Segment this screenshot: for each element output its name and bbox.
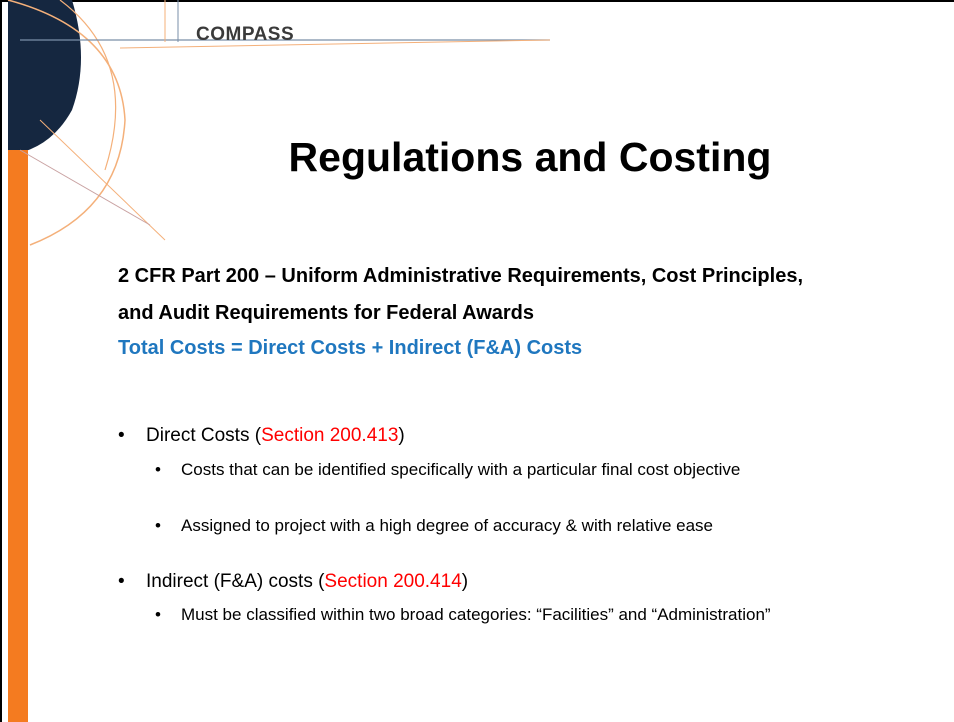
bullet-text: Direct Costs ( <box>146 425 262 446</box>
logo: COMPASS <box>196 24 295 45</box>
bullet-text: ) <box>461 571 469 592</box>
bullet: Direct Costs (Section 200.413) <box>118 425 918 447</box>
heading: 2 CFR Part 200 – Uniform Administrative … <box>118 265 803 324</box>
bullet: Indirect (F&A) costs (Section 200.414) <box>118 571 918 593</box>
bullet-text: ) <box>398 425 405 446</box>
sub-bullet: Assigned to project with a high degree o… <box>155 513 921 538</box>
formula: Total Costs = Direct Costs + Indirect (F… <box>118 337 583 359</box>
section-ref: Section 200.413 <box>261 425 399 446</box>
sub-bullet: Must be classified within two broad cate… <box>155 602 921 627</box>
bullet-text: Indirect (F&A) costs ( <box>146 571 325 592</box>
sub-bullet: Costs that can be identified specificall… <box>155 457 921 482</box>
slide-title: Regulations and Costing <box>288 134 772 180</box>
section-ref: Section 200.414 <box>324 571 462 592</box>
